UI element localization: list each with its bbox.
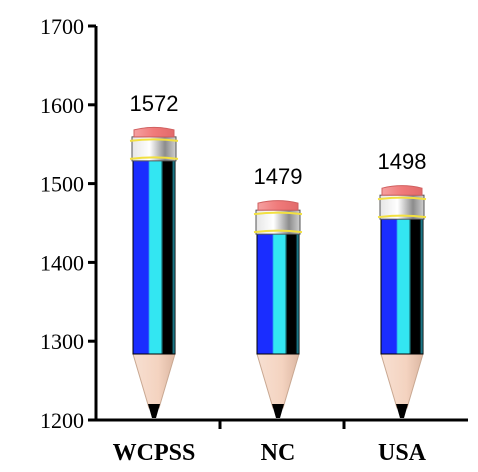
bar-nc <box>253 200 303 418</box>
pencil-eraser <box>381 185 423 196</box>
pencil-body <box>256 229 300 355</box>
ferrule-band-bottom <box>253 229 303 234</box>
y-tick-label: 1200 <box>40 408 84 433</box>
pencil-lead <box>272 404 284 418</box>
chart-labels: 1572 WCPSS 1479 NC 1498 USA <box>113 91 427 466</box>
y-tick-label: 1300 <box>40 329 84 354</box>
category-label-usa: USA <box>378 440 427 466</box>
ferrule-band-top <box>253 211 303 216</box>
pencil-bars <box>129 126 427 418</box>
y-tick-label: 1400 <box>40 250 84 275</box>
y-axis-ticks: 1200 1300 1400 1500 1600 1700 <box>40 14 96 433</box>
y-tick-label: 1500 <box>40 172 84 197</box>
pencil-eraser <box>133 126 175 138</box>
y-tick-label: 1700 <box>40 14 84 39</box>
bar-wcpss <box>129 126 179 418</box>
axes <box>94 26 468 429</box>
category-label-nc: NC <box>261 440 296 466</box>
pencil-lead <box>396 404 408 418</box>
pencil-wood-tip <box>132 353 176 409</box>
ferrule-band-bottom <box>377 214 427 219</box>
pencil-wood-tip <box>256 353 300 409</box>
ferrule-band-top <box>129 138 179 142</box>
data-label-usa: 1498 <box>378 149 427 174</box>
y-tick-label: 1600 <box>40 93 84 118</box>
data-label-nc: 1479 <box>254 164 303 189</box>
pencil-lead <box>148 404 160 418</box>
ferrule-band-top <box>377 196 427 201</box>
ferrule-band-bottom <box>129 156 179 160</box>
bar-usa <box>377 185 427 418</box>
pencil-wood-tip <box>380 353 424 409</box>
pencil-body <box>380 214 424 355</box>
pencil-body <box>132 156 176 355</box>
category-label-wcpss: WCPSS <box>113 440 196 466</box>
data-label-wcpss: 1572 <box>130 91 179 116</box>
pencil-eraser <box>257 200 299 211</box>
